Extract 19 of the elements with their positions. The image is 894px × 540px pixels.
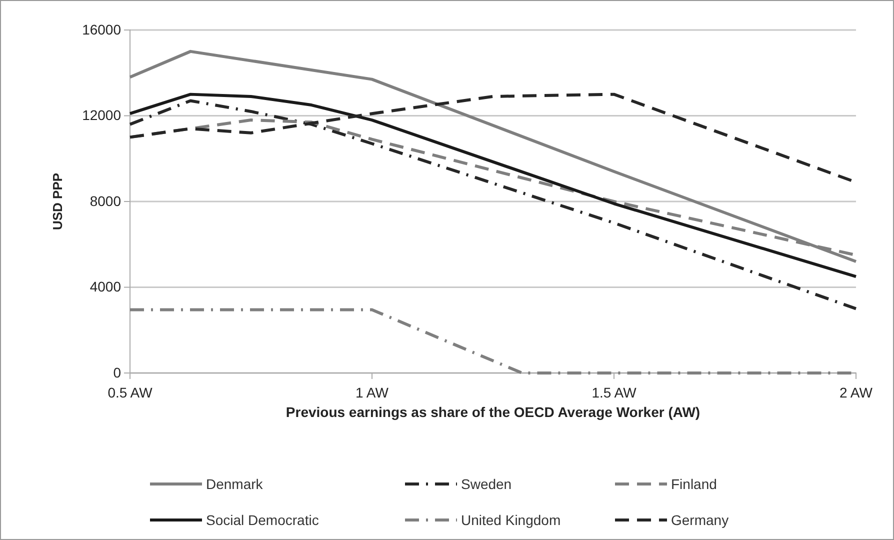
x-tick-label: 0.5 AW [108, 384, 154, 400]
y-tick-label: 4000 [90, 278, 122, 295]
y-tick-label: 0 [113, 364, 122, 380]
legend-label: Finland [671, 476, 717, 492]
x-tick-label: 1.5 AW [592, 384, 638, 400]
line-series [128, 92, 858, 278]
x-tick-label: 2 AW [840, 384, 874, 400]
legend-label: Social Democratic [206, 512, 319, 528]
y-tick-label: 16000 [82, 21, 122, 38]
legend-label: Denmark [206, 476, 264, 492]
legend-label: United Kingdom [461, 512, 561, 528]
y-tick-label: 12000 [82, 107, 122, 124]
line-series [128, 50, 858, 264]
x-axis-title: Previous earnings as share of the OECD Average Worker (AW) [286, 404, 700, 420]
y-axis-title: USD PPP [50, 172, 65, 230]
legend-label: Germany [671, 512, 729, 528]
y-tick-label: 8000 [90, 192, 122, 209]
x-tick-label: 1 AW [356, 384, 390, 400]
legend-label: Sweden [461, 476, 512, 492]
